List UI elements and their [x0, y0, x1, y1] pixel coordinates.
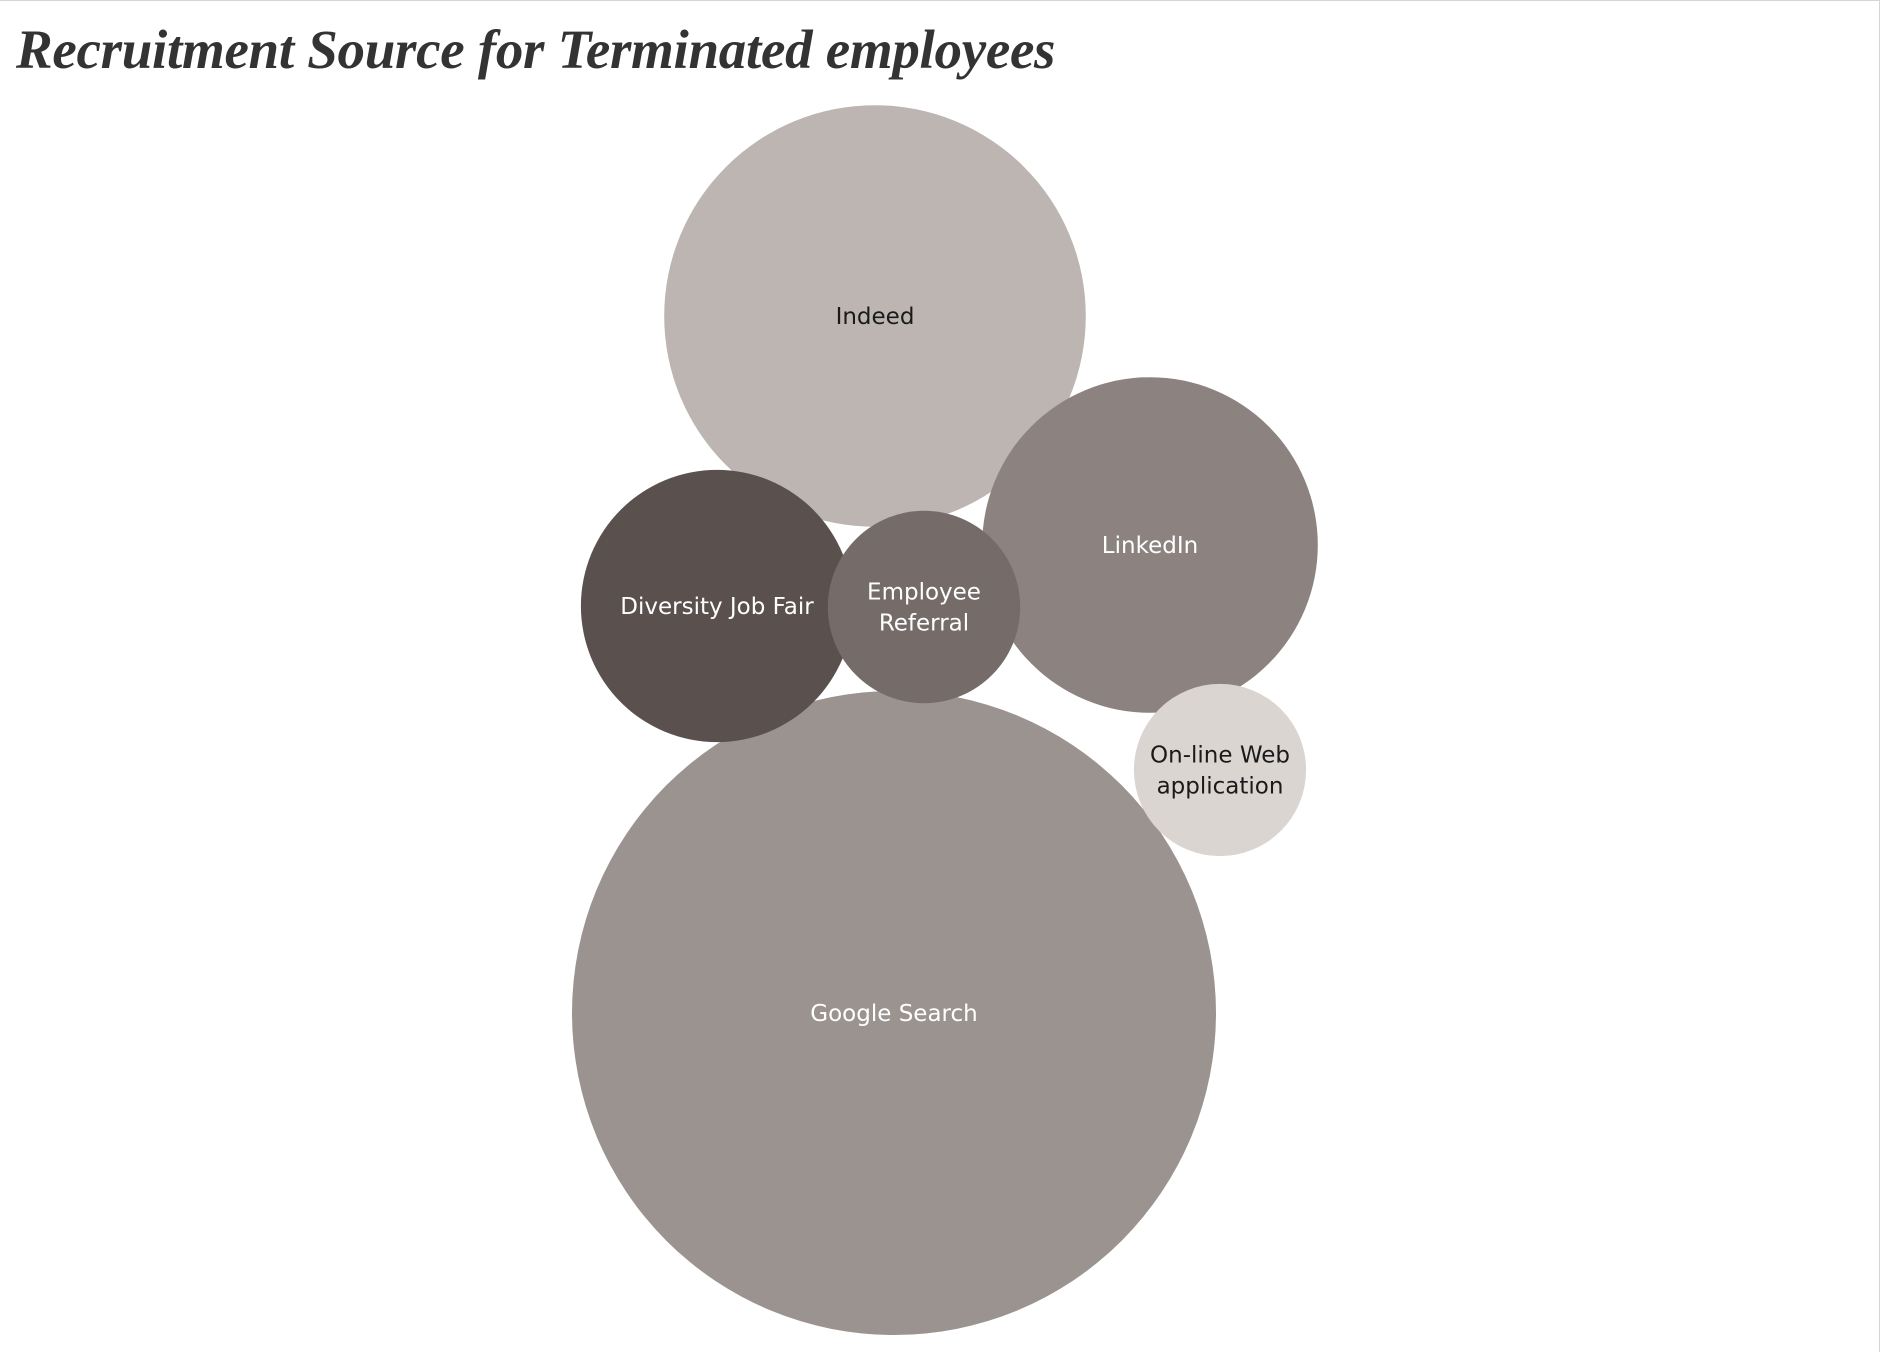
bubble-employee-referral[interactable]: Employee Referral: [827, 510, 1021, 704]
bubble-on-line-web-application[interactable]: On-line Web application: [1133, 683, 1307, 857]
bubble-circle-linkedin[interactable]: [982, 377, 1318, 713]
bubble-diversity-job-fair[interactable]: Diversity Job Fair: [580, 469, 854, 743]
bubble-label-employee-referral: Employee Referral: [867, 580, 981, 637]
bubble-label-indeed: Indeed: [836, 304, 915, 330]
bubble-circle-employee-referral[interactable]: [827, 510, 1021, 704]
bubble-label-google-search: Google Search: [810, 1001, 977, 1027]
bubble-label-on-line-web-application: On-line Web application: [1150, 743, 1290, 800]
bubble-circle-indeed[interactable]: [664, 105, 1086, 527]
bubble-circle-google-search[interactable]: [572, 691, 1216, 1335]
bubble-label-diversity-job-fair: Diversity Job Fair: [620, 594, 814, 620]
bubble-google-search[interactable]: Google Search: [572, 691, 1216, 1335]
bubble-circle-diversity-job-fair[interactable]: [580, 469, 854, 743]
chart-title: Recruitment Source for Terminated employ…: [16, 19, 1056, 80]
bubble-label-linkedin: LinkedIn: [1102, 533, 1198, 559]
bubble-circle-on-line-web-application[interactable]: [1133, 683, 1307, 857]
bubble-linkedin[interactable]: LinkedIn: [982, 377, 1318, 713]
bubble-indeed[interactable]: Indeed: [664, 105, 1086, 527]
